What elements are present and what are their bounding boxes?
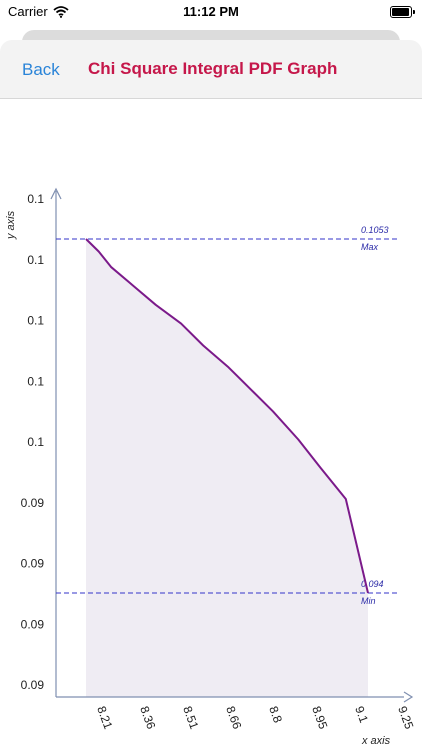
chart-container: 0.1053 Max 0.094 Min 0.1 0.1 0.1 0.1 0.1 0.09 0.09… — [0, 99, 422, 750]
y-tick-label: 0.09 — [21, 557, 45, 571]
carrier-label: Carrier — [8, 4, 48, 19]
x-tick-label: 9.1 — [352, 704, 371, 725]
y-tick-label: 0.1 — [27, 435, 44, 449]
x-tick-label: 8.51 — [180, 704, 201, 731]
x-axis-arrow-icon — [403, 691, 414, 703]
y-tick-label: 0.1 — [27, 192, 44, 206]
carrier-group: Carrier — [8, 4, 69, 19]
max-value-label: 0.1053 — [361, 225, 389, 235]
status-bar: Carrier 11:12 PM — [0, 0, 422, 26]
min-value-label: 0.094 — [361, 579, 384, 589]
x-tick-label: 8.8 — [266, 704, 285, 725]
area-fill — [86, 239, 368, 697]
y-tick-label: 0.09 — [21, 496, 45, 510]
page-title: Chi Square Integral PDF Graph — [88, 59, 338, 78]
navigation-bar: Back Chi Square Integral PDF Graph — [0, 40, 422, 99]
y-tick-label: 0.1 — [27, 374, 44, 388]
y-tick-label: 0.09 — [21, 678, 45, 692]
wifi-icon — [53, 5, 69, 18]
x-tick-label: 8.21 — [94, 704, 115, 731]
y-tick-label: 0.1 — [27, 314, 44, 328]
x-tick-label: 8.95 — [309, 704, 330, 731]
x-tick-label: 9.25 — [395, 704, 416, 731]
x-tick-label: 8.66 — [223, 704, 244, 731]
y-tick-label: 0.09 — [21, 617, 45, 631]
max-label: Max — [361, 242, 379, 252]
x-axis-title: x axis — [361, 735, 391, 747]
status-time: 11:12 PM — [183, 4, 239, 19]
y-tick-label: 0.1 — [27, 253, 44, 267]
x-tick-label: 8.36 — [137, 704, 158, 731]
battery-icon — [390, 6, 415, 18]
chi-square-chart: 0.1053 Max 0.094 Min 0.1 0.1 0.1 0.1 0.1 0.09 0.09… — [5, 187, 416, 747]
back-button[interactable]: Back — [22, 60, 60, 79]
pdf-curve-line — [85, 238, 369, 594]
y-axis-arrow-icon — [50, 187, 62, 200]
y-axis-title: y axis — [5, 210, 17, 240]
min-label: Min — [361, 596, 376, 606]
